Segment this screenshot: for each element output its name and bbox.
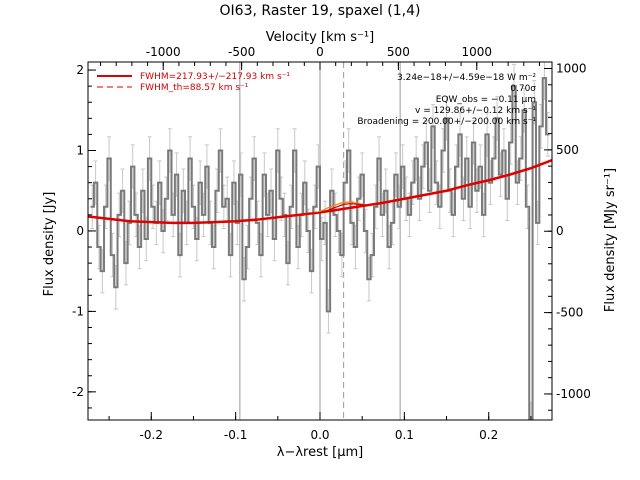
annotation-velocity: v = 129.86+/−0.12 km s⁻¹ [415, 106, 536, 116]
right-tick-label: 500 [556, 143, 579, 157]
x-tick-label: 0.0 [310, 428, 329, 442]
top-tick-label: -1000 [146, 45, 181, 59]
top-tick-label: 500 [387, 45, 410, 59]
legend: FWHM=217.93+/−217.93 km s⁻¹ FWHM_th=88.5… [97, 72, 290, 93]
x-tick-label: -0.2 [140, 428, 163, 442]
flux-data-series [90, 77, 550, 420]
right-tick-label: 1000 [556, 62, 587, 76]
x-axis-label: λ−λrest [μm] [277, 445, 363, 460]
x-tick-label: 0.2 [479, 428, 498, 442]
y-tick-label: -1 [72, 304, 84, 318]
right-tick-label: 0 [556, 224, 564, 238]
fit-annotations: 3.24e−18+/−4.59e−18 W m⁻² 0.70σ EQW_obs … [357, 73, 536, 127]
annotation-broadening: Broadening = 200.00+/−200.00 km s⁻¹ [357, 117, 536, 127]
y-tick-label: -2 [72, 385, 84, 399]
plot-area: -0.2 -0.1 0.0 0.1 0.2 -2 -1 0 1 2 -1000 -500 0 500 100… [72, 45, 591, 442]
top-axis-label: Velocity [km s⁻¹] [266, 30, 374, 45]
x-tick-label: -0.1 [224, 428, 247, 442]
top-tick-label: 1000 [461, 45, 492, 59]
y-tick-label: 2 [76, 63, 84, 77]
top-tick-label: -500 [228, 45, 255, 59]
right-axis-label: Flux density [MJy sr⁻¹] [603, 168, 618, 312]
fit-total-series [303, 202, 376, 215]
legend-solid-label: FWHM=217.93+/−217.93 km s⁻¹ [140, 72, 290, 82]
annotation-flux: 3.24e−18+/−4.59e−18 W m⁻² [397, 73, 536, 83]
y-axis-label: Flux density [Jy] [42, 192, 57, 297]
annotation-eqw: EQW_obs = −0.11 μm [436, 95, 536, 105]
data-group [88, 62, 552, 420]
chart-title: OI63, Raster 19, spaxel (1,4) [220, 3, 421, 19]
right-tick-label: -500 [556, 306, 583, 320]
y-tick-label: 0 [76, 224, 84, 238]
y-tick-label: 1 [76, 143, 84, 157]
right-tick-label: -1000 [556, 387, 591, 401]
x-tick-label: 0.1 [395, 428, 414, 442]
annotation-sigma: 0.70σ [510, 84, 536, 94]
legend-dashed-label: FWHM_th=88.57 km s⁻¹ [140, 83, 249, 93]
top-tick-label: 0 [316, 45, 324, 59]
